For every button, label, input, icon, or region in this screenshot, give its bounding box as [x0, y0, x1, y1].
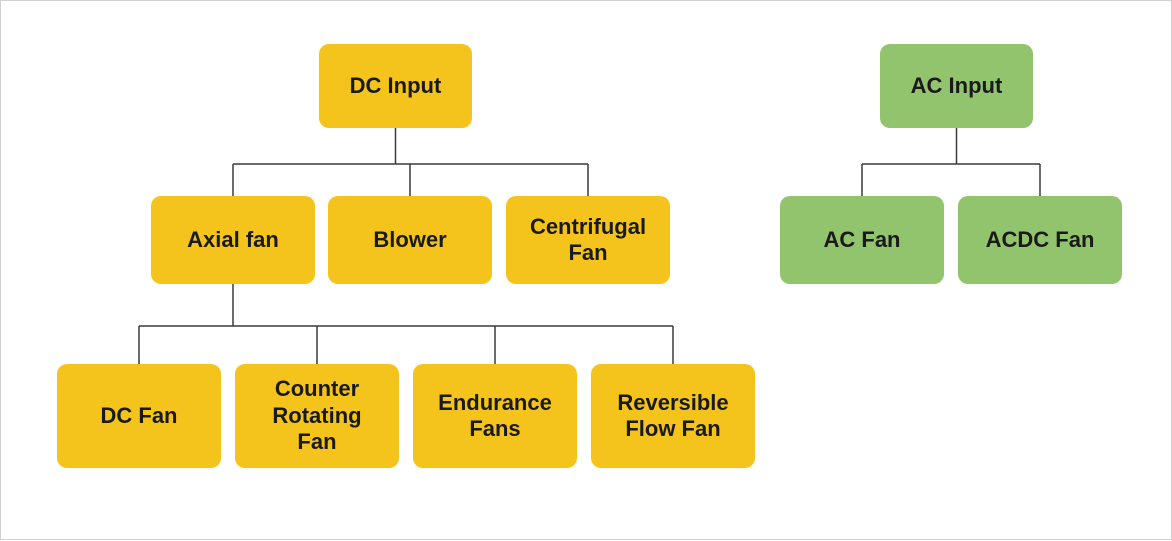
node-dc-input: DC Input [319, 44, 472, 128]
node-ac-fan: AC Fan [780, 196, 944, 284]
node-counter-rot: Counter Rotating Fan [235, 364, 399, 468]
node-reversible: Reversible Flow Fan [591, 364, 755, 468]
node-ac-input: AC Input [880, 44, 1033, 128]
node-axial-fan: Axial fan [151, 196, 315, 284]
node-dc-fan: DC Fan [57, 364, 221, 468]
node-endurance: Endurance Fans [413, 364, 577, 468]
node-centrifugal-fan: Centrifugal Fan [506, 196, 670, 284]
node-blower: Blower [328, 196, 492, 284]
node-acdc-fan: ACDC Fan [958, 196, 1122, 284]
